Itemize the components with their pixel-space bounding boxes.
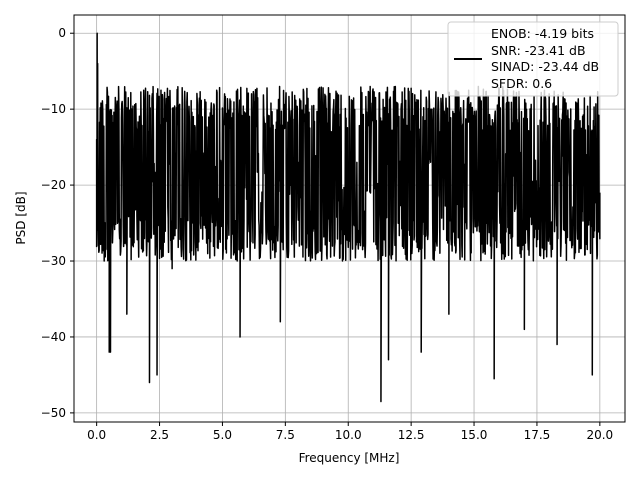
y-axis-label: PSD [dB] [14,191,28,244]
y-tick-label: −10 [41,102,66,116]
legend-sinad: SINAD: -23.44 dB [491,59,599,74]
x-tick-label: 5.0 [213,428,232,442]
x-axis-label: Frequency [MHz] [299,451,400,465]
legend: ENOB: -4.19 bits SNR: -23.41 dB SINAD: -… [447,21,619,97]
x-tick-label: 20.0 [586,428,613,442]
x-tick-label: 17.5 [524,428,551,442]
legend-sfdr: SFDR: 0.6 [491,76,552,91]
x-tick-label: 7.5 [276,428,295,442]
y-tick-label: −20 [41,178,66,192]
legend-box [447,21,619,97]
legend-enob: ENOB: -4.19 bits [491,26,594,41]
x-tick-label: 10.0 [335,428,362,442]
psd-trace [95,32,601,403]
x-tick-label: 15.0 [461,428,488,442]
psd-line [95,32,601,403]
legend-snr: SNR: -23.41 dB [491,43,586,58]
y-axis-ticks: 0 −10 −20 −30 −40 −50 [41,26,74,420]
x-axis-ticks: 0.0 2.5 5.0 7.5 10.0 12.5 15.0 17.5 20.0 [87,422,613,442]
x-tick-label: 0.0 [87,428,106,442]
y-tick-label: 0 [58,26,66,40]
y-tick-label: −40 [41,330,66,344]
y-tick-label: −30 [41,254,66,268]
plot-area-frame [73,14,626,423]
x-tick-label: 2.5 [150,428,169,442]
x-tick-label: 12.5 [398,428,425,442]
y-tick-label: −50 [41,406,66,420]
